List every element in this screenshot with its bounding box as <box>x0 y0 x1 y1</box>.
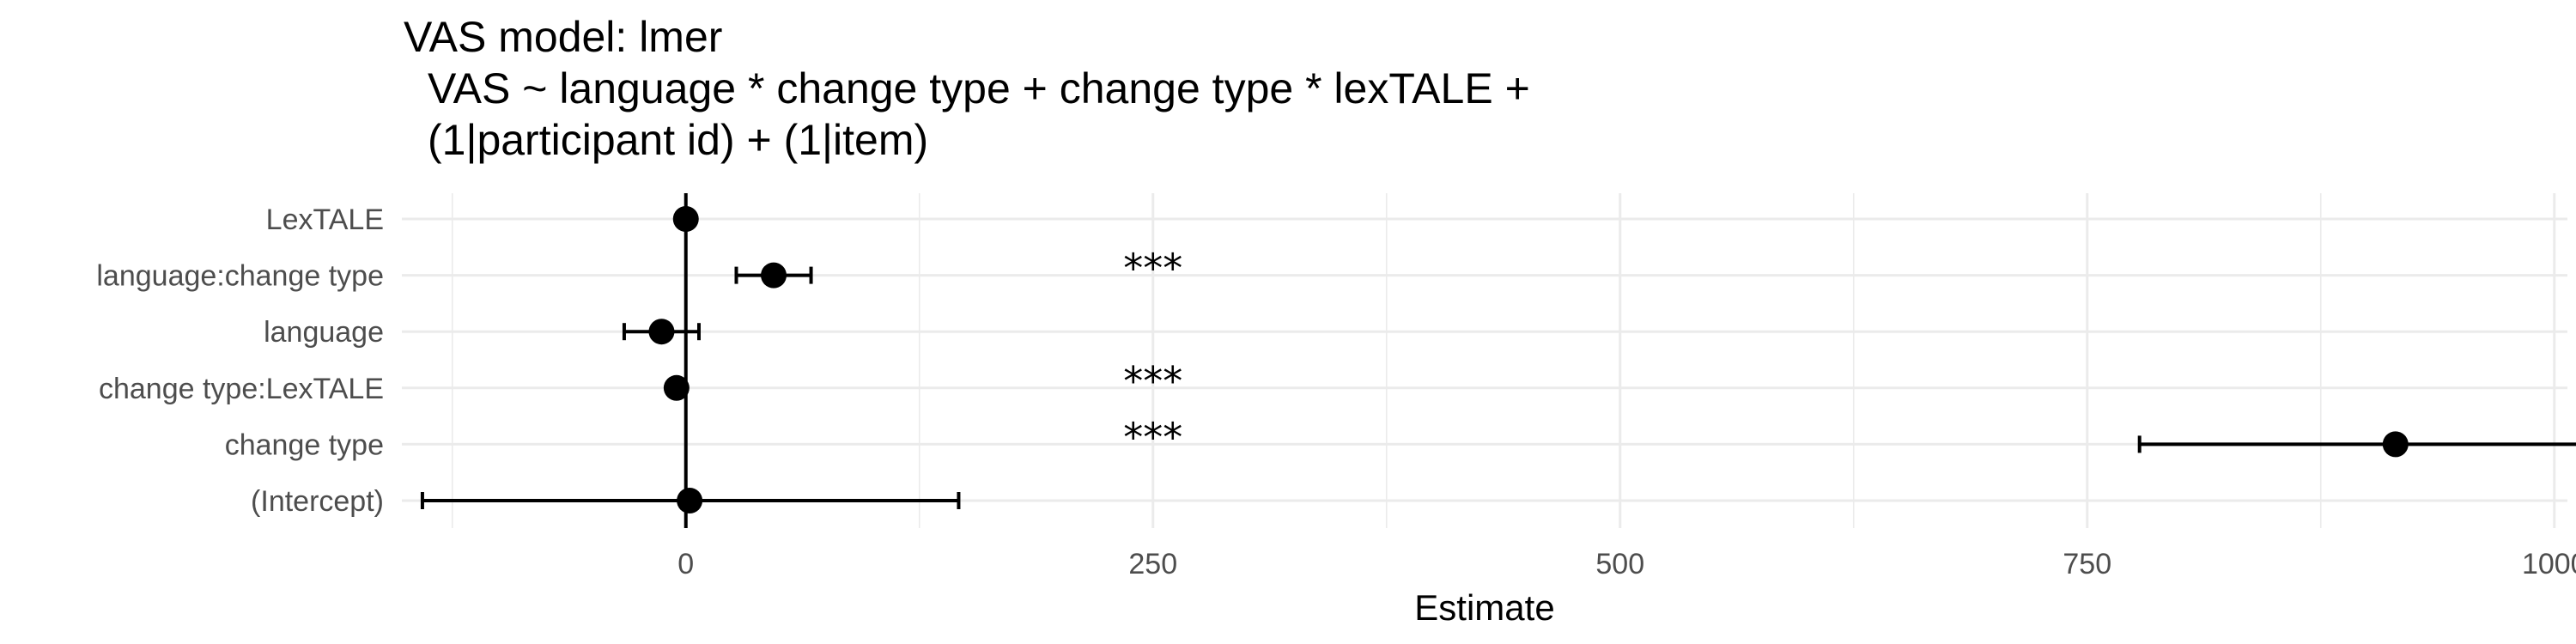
title-line-1: VAS model: lmer <box>404 13 722 61</box>
estimate-point <box>663 374 690 401</box>
x-axis-labels: 0 250 500 750 1000 <box>677 548 2576 580</box>
y-tick-label: change type:LexTALE <box>99 373 384 405</box>
y-tick-label: change type <box>225 428 384 461</box>
estimate-point <box>761 262 787 289</box>
y-tick-label: (Intercept) <box>251 485 384 518</box>
estimate-row <box>420 488 961 513</box>
y-axis-labels: LexTALE language:change type language chang… <box>96 204 384 518</box>
estimate-row <box>622 319 701 345</box>
x-tick-label: 0 <box>677 548 694 580</box>
estimate-point <box>672 206 699 232</box>
grid <box>402 193 2567 528</box>
title-line-2: VAS ~ language * change type + change ty… <box>428 64 1530 112</box>
x-tick-label: 750 <box>2063 548 2111 580</box>
estimate-point <box>677 488 703 513</box>
estimates: *** *** *** <box>420 206 2576 513</box>
significance-label: *** <box>1123 358 1182 404</box>
x-tick-label: 500 <box>1595 548 1644 580</box>
x-axis-title: Estimate <box>1414 587 1554 628</box>
estimate-row <box>672 206 699 232</box>
estimate-row: *** <box>663 358 1182 404</box>
significance-label: *** <box>1123 246 1182 292</box>
x-tick-label: 1000 <box>2522 548 2576 580</box>
estimate-row: *** <box>734 246 1182 292</box>
y-tick-label: LexTALE <box>266 204 384 236</box>
x-tick-label: 250 <box>1128 548 1177 580</box>
estimate-point <box>648 319 675 345</box>
significance-label: *** <box>1123 414 1182 460</box>
estimate-point <box>2382 431 2409 458</box>
estimate-row: *** <box>1123 414 2576 460</box>
y-tick-label: language <box>264 316 384 349</box>
y-tick-label: language:change type <box>96 260 384 293</box>
title-line-3: (1|participant id) + (1|item) <box>428 116 928 164</box>
